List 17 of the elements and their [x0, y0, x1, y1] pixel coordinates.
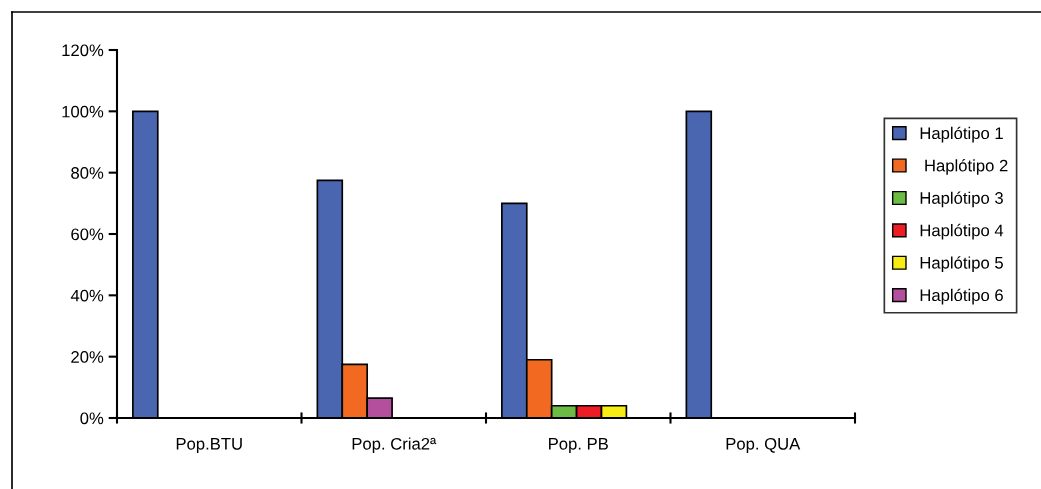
x-tick-label: Pop. Cria2ª — [352, 437, 437, 453]
y-tick-label: 120% — [62, 44, 104, 57]
legend-label: Haplótipo 2 — [925, 159, 1008, 175]
legend-label: Haplótipo 4 — [920, 223, 1004, 240]
y-tick-label: 60% — [71, 228, 104, 241]
x-tick-label: Pop. PB — [549, 438, 608, 453]
legend-label: Haplótipo 3 — [920, 191, 1003, 208]
y-tick-label: 80% — [71, 167, 104, 179]
x-tick-label: Pop.BTU — [176, 438, 242, 453]
legend-label: Haplótipo 5 — [920, 256, 1003, 272]
legend-label: Haplótipo 1 — [920, 126, 1003, 143]
legend-label: Haplótipo 6 — [920, 288, 1003, 305]
y-tick-label: 0% — [80, 412, 104, 425]
y-tick-label: 100% — [62, 105, 104, 118]
x-tick-label: Pop. QUA — [726, 437, 801, 453]
y-tick-label: 20% — [71, 351, 104, 363]
y-tick-label: 40% — [70, 289, 104, 302]
